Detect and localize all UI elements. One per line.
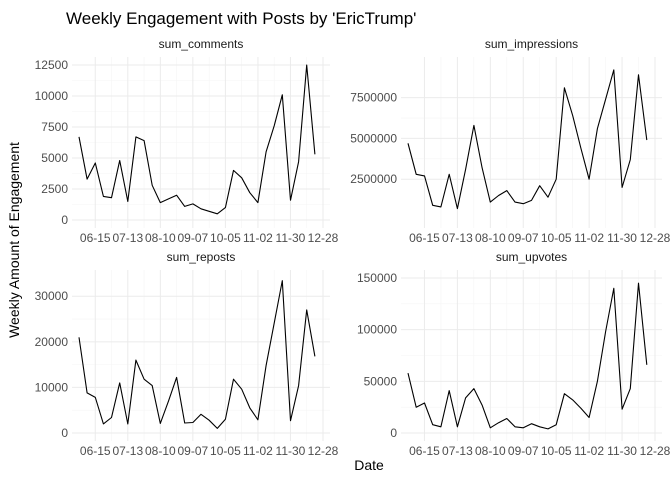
x-tick-label: 12-28 [640,231,671,245]
y-tick-label: 12500 [35,58,69,72]
x-tick-label: 12-28 [308,231,339,245]
x-tick-label: 10-05 [541,444,572,458]
x-tick-label: 07-13 [442,231,473,245]
series-line-sum_impressions [407,69,648,210]
y-tick-label: 7500 [41,120,68,134]
y-tick-label: 0 [61,213,68,227]
facet-panel-sum_upvotes: 0 50000 100000 150000 06-15 07-13 08-10 09-07 10… [357,250,671,458]
y-tick-label: 20000 [35,335,69,349]
x-tick-label: 08-10 [475,231,506,245]
x-tick-label: 09-07 [508,231,539,245]
x-tick-label: 06-15 [409,231,440,245]
x-tick-label: 06-15 [409,444,440,458]
x-tick-label: 06-15 [80,444,111,458]
x-tick-label: 12-28 [308,444,339,458]
y-tick-label: 7500000 [350,91,397,105]
x-tick-label: 08-10 [145,444,176,458]
x-tick-label: 08-10 [475,444,506,458]
y-tick-label: 10000 [35,380,69,394]
y-tick-label: 10000 [35,89,69,103]
x-tick-label: 06-15 [80,231,111,245]
y-tick-label: 50000 [364,374,398,388]
x-tick-label: 11-30 [607,231,637,245]
x-tick-label: 08-10 [145,231,176,245]
y-tick-label: 100000 [357,323,397,337]
y-tick-label: 5000000 [350,131,397,145]
x-tick-label: 09-07 [178,231,209,245]
x-tick-label: 11-30 [607,444,637,458]
y-tick-label: 150000 [357,271,397,285]
x-tick-label: 12-28 [640,444,671,458]
y-tick-label: 2500000 [350,172,397,186]
facet-strip-label: sum_impressions [485,37,578,51]
facet-strip-label: sum_reposts [167,250,236,264]
y-tick-label: 5000 [41,151,68,165]
x-tick-label: 11-02 [243,231,273,245]
facet-panel-sum_comments: 0 2500 5000 7500 10000 12500 06-15 07-13 08-10 09… [35,37,339,245]
facet-strip-label: sum_upvotes [496,250,567,264]
x-tick-label: 11-30 [276,444,306,458]
x-tick-label: 11-02 [574,444,604,458]
x-tick-label: 10-05 [210,444,241,458]
x-tick-label: 10-05 [210,231,241,245]
x-tick-label: 11-02 [243,444,273,458]
chart-title: Weekly Engagement with Posts by 'EricTru… [66,9,416,28]
y-tick-label: 30000 [35,289,69,303]
x-tick-label: 09-07 [178,444,209,458]
series-line-sum_comments [78,64,316,215]
x-tick-label: 10-05 [541,231,572,245]
x-tick-label: 07-13 [112,231,143,245]
x-axis-label: Date [354,457,384,473]
x-tick-label: 11-02 [574,231,604,245]
x-tick-label: 07-13 [442,444,473,458]
y-tick-label: 2500 [41,182,68,196]
series-line-sum_reposts [78,280,316,429]
x-tick-label: 11-30 [276,231,306,245]
x-tick-label: 09-07 [508,444,539,458]
series-line-sum_upvotes [407,282,648,430]
y-tick-label: 0 [390,426,397,440]
facet-panel-sum_reposts: 0 10000 20000 30000 06-15 07-13 08-10 09-07 10-0… [35,250,339,458]
facet-strip-label: sum_comments [159,37,244,51]
y-tick-label: 0 [61,426,68,440]
x-tick-label: 07-13 [112,444,143,458]
y-axis-label: Weekly Amount of Engagement [6,142,22,338]
facet-panel-sum_impressions: 2500000 5000000 7500000 06-15 07-13 08-10 09-0… [350,37,670,245]
